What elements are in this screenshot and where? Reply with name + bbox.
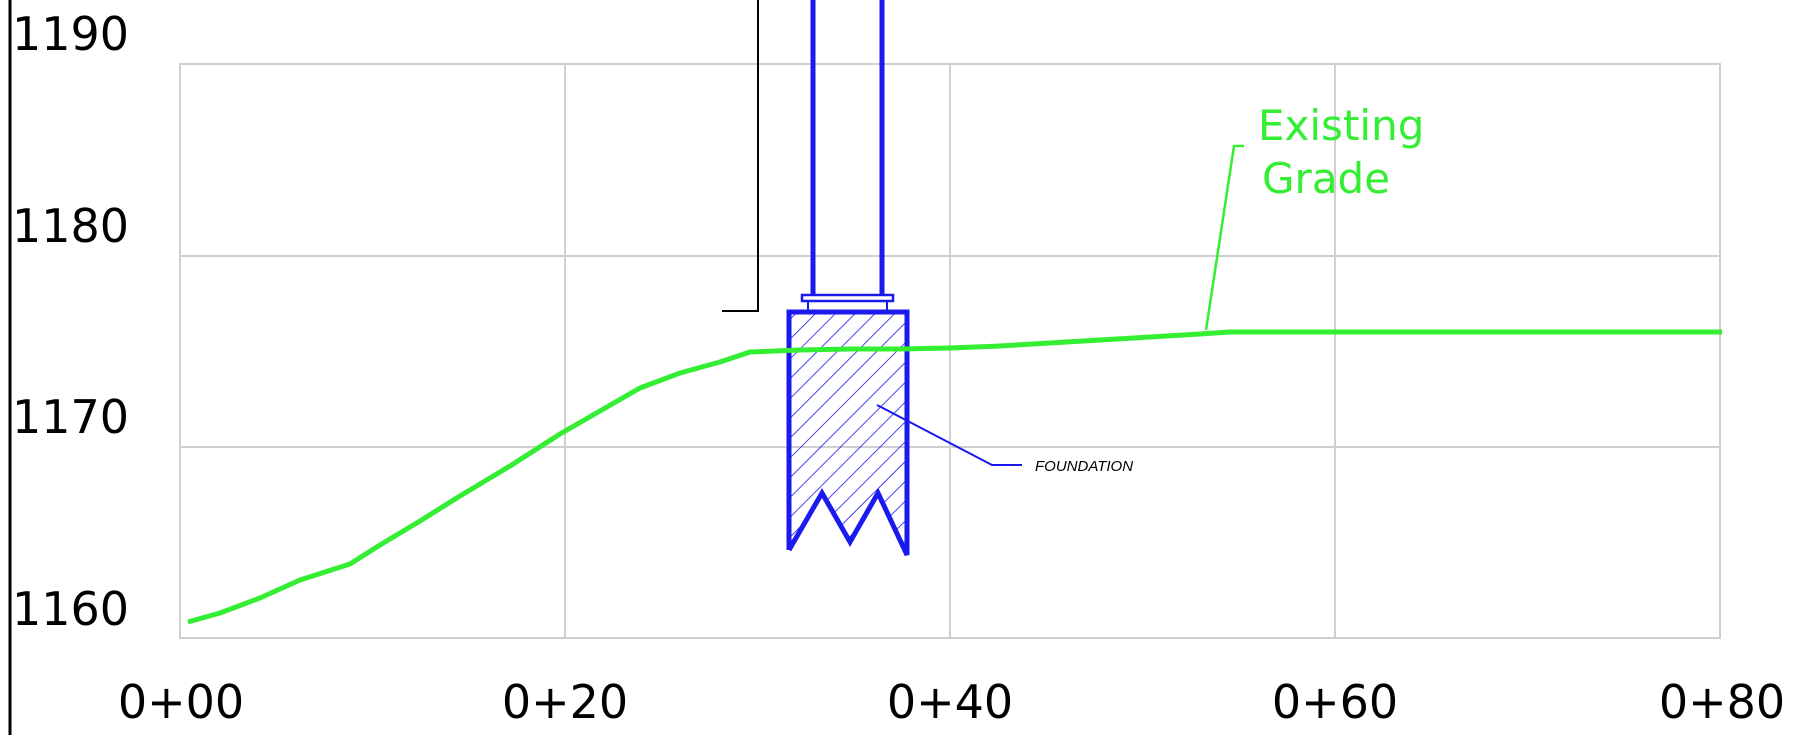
- leader-line-black: [722, 0, 759, 312]
- x-label-020: 0+20: [502, 675, 628, 729]
- x-axis-labels: 0+00 0+20 0+40 0+60 0+80: [118, 675, 1785, 729]
- foundation: [786, 309, 910, 557]
- x-label-040: 0+40: [887, 675, 1013, 729]
- foundation-annotation: FOUNDATION: [876, 404, 1133, 475]
- x-label-060: 0+60: [1272, 675, 1398, 729]
- x-label-000: 0+00: [118, 675, 244, 729]
- existing-grade-line: [187, 329, 1722, 625]
- pole-structure: [800, 0, 895, 311]
- y-axis-labels: 1190 1180 1170 1160: [12, 7, 129, 636]
- existing-grade-annotation: Existing Grade: [1204, 101, 1424, 331]
- y-label-1170: 1170: [12, 390, 129, 444]
- base-plate: [800, 293, 895, 303]
- x-label-080: 0+80: [1659, 675, 1785, 729]
- foundation-label: FOUNDATION: [1035, 458, 1133, 475]
- existing-grade-leader: [1204, 144, 1244, 331]
- foundation-leader: [876, 404, 1022, 466]
- y-label-1190: 1190: [12, 7, 129, 61]
- existing-grade-label-line2: Grade: [1262, 154, 1390, 203]
- y-label-1160: 1160: [12, 582, 129, 636]
- y-label-1180: 1180: [12, 199, 129, 253]
- grid: [179, 63, 1721, 639]
- existing-grade-label-line1: Existing: [1258, 101, 1424, 150]
- foundation-outline: [786, 309, 910, 557]
